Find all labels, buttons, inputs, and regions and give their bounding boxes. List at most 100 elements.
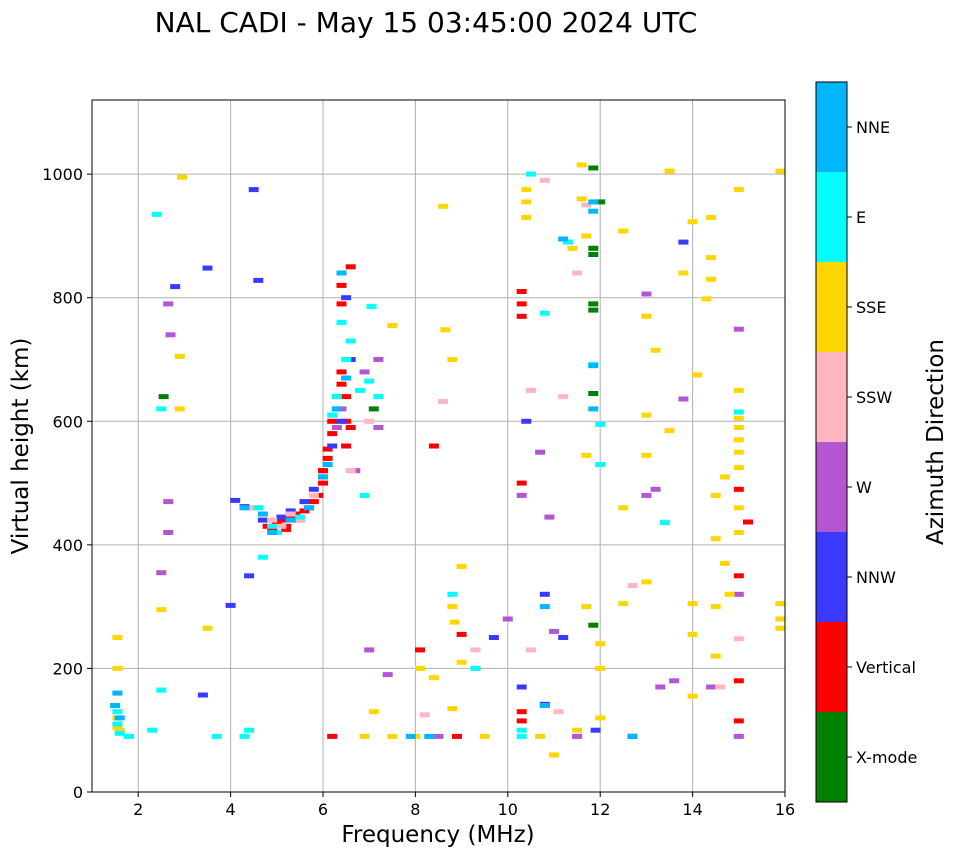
point-sse bbox=[438, 203, 449, 209]
y-tick-label: 1000 bbox=[42, 165, 83, 184]
point-ssw bbox=[308, 492, 319, 498]
point-nne bbox=[539, 703, 550, 708]
point-sse bbox=[687, 631, 698, 637]
point-x-mode bbox=[588, 301, 599, 307]
point-e bbox=[239, 733, 250, 739]
point-sse bbox=[572, 727, 583, 733]
point-sse bbox=[576, 162, 587, 168]
point-vertical bbox=[267, 526, 278, 532]
point-w bbox=[156, 570, 167, 576]
point-e bbox=[345, 338, 356, 344]
colorbar-swatch bbox=[816, 532, 847, 622]
point-x-mode bbox=[595, 199, 606, 205]
point-vertical bbox=[733, 718, 744, 724]
point-sse bbox=[449, 619, 460, 625]
point-nnw bbox=[276, 514, 287, 520]
point-ssw bbox=[364, 418, 375, 424]
point-e bbox=[244, 727, 255, 733]
point-nne bbox=[539, 604, 550, 610]
point-e bbox=[366, 303, 377, 309]
point-vertical bbox=[271, 520, 282, 526]
y-tick-label: 600 bbox=[52, 412, 83, 431]
point-sse bbox=[733, 187, 744, 193]
colorbar-category-label: NNW bbox=[856, 568, 896, 587]
colorbar-category-label: SSE bbox=[856, 298, 886, 317]
point-sse bbox=[112, 635, 123, 640]
point-sse bbox=[359, 733, 370, 739]
point-nne bbox=[558, 236, 569, 242]
colorbar-swatch bbox=[816, 172, 847, 262]
point-sse bbox=[618, 601, 629, 607]
point-vertical bbox=[743, 519, 753, 525]
point-nnw bbox=[170, 284, 181, 290]
point-e bbox=[516, 733, 527, 739]
point-e bbox=[359, 492, 370, 498]
point-nne bbox=[336, 270, 347, 276]
point-nnw bbox=[308, 486, 319, 492]
point-ssw bbox=[558, 394, 569, 400]
point-sse bbox=[456, 564, 467, 569]
point-ssw bbox=[438, 399, 449, 404]
grid-lines bbox=[92, 100, 785, 792]
colorbar-category-label: X-mode bbox=[856, 748, 917, 767]
point-sse bbox=[415, 665, 425, 671]
x-tick-label: 6 bbox=[318, 800, 328, 819]
point-e bbox=[595, 462, 606, 467]
point-vertical bbox=[336, 282, 347, 288]
x-tick-label: 14 bbox=[682, 800, 702, 819]
point-nnw bbox=[230, 497, 241, 503]
point-sse bbox=[156, 607, 167, 613]
point-w bbox=[382, 672, 393, 678]
colorbar-swatch bbox=[816, 352, 847, 442]
x-tick-label: 2 bbox=[133, 800, 143, 819]
point-e bbox=[595, 421, 606, 427]
point-nne bbox=[285, 517, 296, 523]
point-sse bbox=[440, 327, 451, 333]
y-axis-label: Virtual height (km) bbox=[8, 338, 34, 555]
point-vertical bbox=[733, 678, 744, 684]
point-sse bbox=[112, 665, 123, 671]
point-nnw bbox=[521, 418, 532, 424]
point-sse bbox=[581, 452, 592, 458]
point-w bbox=[373, 425, 384, 430]
point-e bbox=[733, 409, 744, 415]
point-x-mode bbox=[588, 391, 599, 396]
point-sse bbox=[733, 530, 744, 535]
point-ssw bbox=[539, 177, 550, 183]
point-sse bbox=[576, 196, 587, 202]
point-vertical bbox=[336, 369, 347, 375]
point-e bbox=[112, 721, 123, 727]
point-sse bbox=[177, 174, 188, 180]
colorbar-frame bbox=[815, 81, 848, 803]
point-w bbox=[678, 396, 689, 402]
point-nnw bbox=[253, 277, 264, 283]
data-points bbox=[110, 162, 786, 758]
chart-title: NAL CADI - May 15 03:45:00 2024 UTC bbox=[155, 6, 698, 39]
point-sse bbox=[387, 733, 398, 739]
colorbar-swatch bbox=[816, 262, 847, 352]
colorbar: X-mode Vertical NNW W SSW SSE E NNE bbox=[815, 81, 917, 803]
point-nne bbox=[112, 690, 123, 696]
point-x-mode bbox=[588, 252, 599, 257]
point-sse bbox=[581, 604, 592, 610]
point-nnw bbox=[225, 602, 236, 608]
point-nne bbox=[110, 703, 121, 708]
point-sse bbox=[775, 625, 786, 631]
point-nne bbox=[331, 406, 342, 412]
point-ssw bbox=[572, 270, 583, 276]
point-nne bbox=[239, 505, 250, 511]
x-axis-label: Frequency (MHz) bbox=[341, 822, 534, 848]
point-sse bbox=[549, 752, 559, 758]
point-nne bbox=[588, 199, 599, 205]
point-sse bbox=[456, 659, 467, 665]
point-w bbox=[163, 499, 174, 505]
point-e bbox=[331, 394, 342, 400]
point-vertical bbox=[318, 468, 328, 474]
point-vertical bbox=[428, 443, 439, 449]
point-w bbox=[706, 684, 717, 690]
point-e bbox=[156, 406, 167, 412]
colorbar-category-label: Vertical bbox=[856, 658, 916, 677]
point-nne bbox=[322, 462, 333, 467]
point-ssw bbox=[715, 684, 726, 690]
point-nnw bbox=[558, 635, 569, 640]
